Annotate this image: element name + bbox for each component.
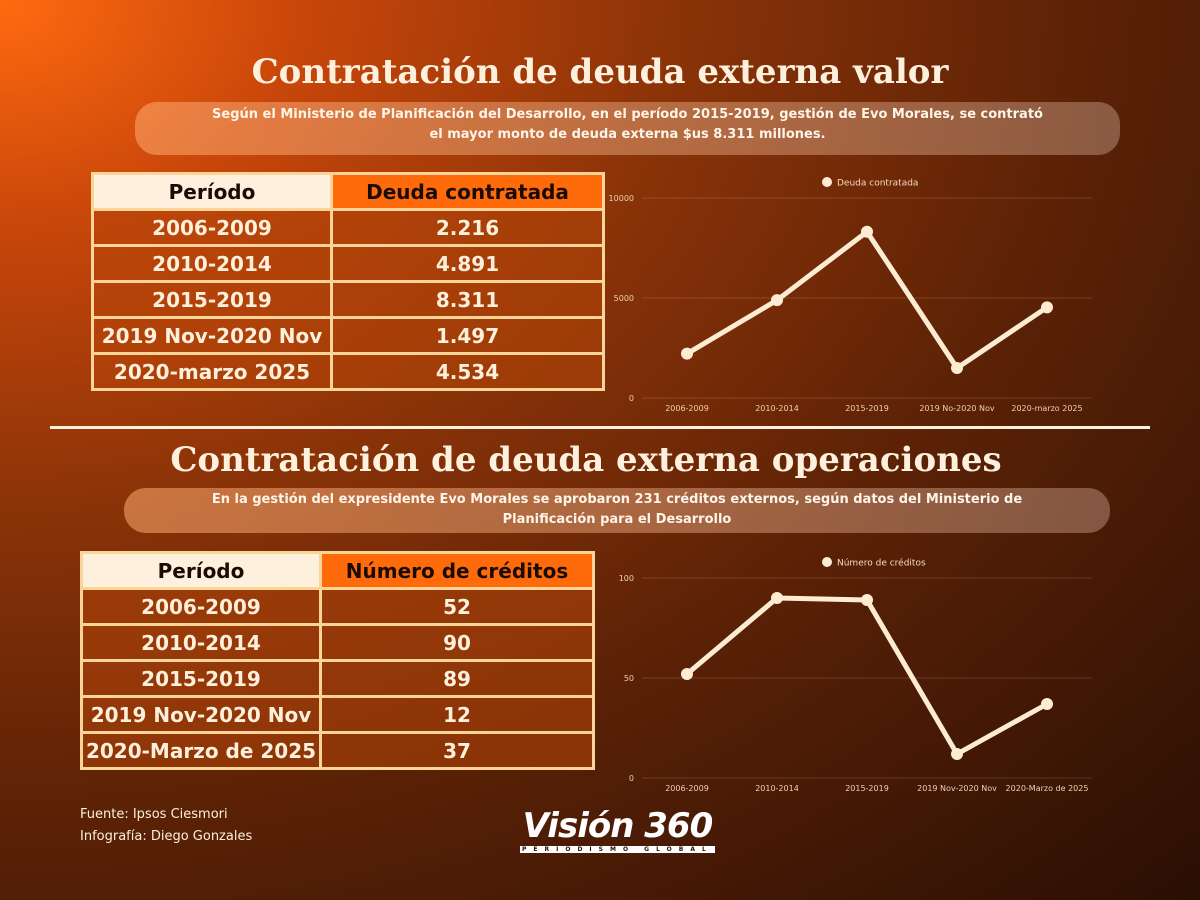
x-tick-label: 2019 No-2020 Nov: [919, 404, 995, 413]
footer-credits: Fuente: Ipsos Ciesmori Infografía: Diego…: [80, 804, 252, 848]
x-tick-label: 2019 Nov-2020 Nov: [917, 784, 997, 793]
header-creditos: Número de créditos: [319, 551, 595, 590]
creditos-table: Período Número de créditos 2006-2009 52 2…: [80, 551, 595, 770]
y-tick-label: 0: [629, 774, 634, 783]
header-periodo: Período: [80, 551, 322, 590]
section2-subtitle-line1: En la gestión del expresidente Evo Moral…: [211, 492, 1023, 507]
cell-value: 4.534: [330, 352, 605, 391]
cell-value: 37: [319, 731, 595, 770]
cell-value: 89: [319, 659, 595, 698]
cell-periodo: 2006-2009: [91, 208, 333, 247]
y-tick-label: 100: [619, 574, 634, 583]
header-deuda: Deuda contratada: [330, 172, 605, 211]
table-row: 2006-2009 2.216: [91, 208, 605, 247]
deuda-line-chart: Deuda contratada 0 5000 10000 2006-2009 2010-…: [609, 177, 1092, 413]
header-periodo: Período: [91, 172, 333, 211]
section2-subtitle-line2: Planificación para el Desarrollo: [502, 512, 732, 527]
y-tick-label: 10000: [609, 194, 634, 203]
creditos-line-chart: Número de créditos 0 50 100 2006-2009 2010-20…: [619, 557, 1092, 793]
x-tick-label: 2006-2009: [665, 404, 709, 413]
cell-value: 8.311: [330, 280, 605, 319]
table-row: 2020-Marzo de 2025 37: [80, 731, 595, 770]
section1-title: Contratación de deuda externa valor: [251, 52, 949, 92]
x-tick-label: 2010-2014: [755, 784, 799, 793]
cell-periodo: 2019 Nov-2020 Nov: [91, 316, 333, 355]
credit-text: Infografía: Diego Gonzales: [80, 829, 253, 844]
section2-title: Contratación de deuda externa operacione…: [170, 440, 1002, 480]
data-point: [681, 668, 693, 680]
legend-marker: [822, 557, 832, 567]
section2-subtitle: En la gestión del expresidente Evo Moral…: [124, 488, 1110, 533]
table-header-row: Período Deuda contratada: [91, 172, 605, 211]
x-tick-label: 2010-2014: [755, 404, 799, 413]
cell-value: 12: [319, 695, 595, 734]
data-point: [1041, 301, 1053, 314]
logo: Visión 360 PERIODISMO GLOBAL: [520, 806, 715, 853]
x-tick-label: 2020-marzo 2025: [1011, 404, 1082, 413]
x-tick-label: 2006-2009: [665, 784, 709, 793]
series-line: [684, 595, 1050, 757]
cell-value: 1.497: [330, 316, 605, 355]
x-tick-label: 2015-2019: [845, 784, 889, 793]
y-tick-label: 50: [624, 674, 634, 683]
table-row: 2019 Nov-2020 Nov 12: [80, 695, 595, 734]
x-tick-label: 2015-2019: [845, 404, 889, 413]
legend-marker: [822, 177, 832, 187]
table-row: 2010-2014 90: [80, 623, 595, 662]
legend-label: Número de créditos: [837, 558, 926, 569]
cell-periodo: 2015-2019: [91, 280, 333, 319]
data-point: [1041, 698, 1053, 710]
cell-periodo: 2010-2014: [80, 623, 322, 662]
x-tick-label: 2020-Marzo de 2025: [1006, 784, 1089, 793]
cell-value: 90: [319, 623, 595, 662]
section1-subtitle-line2: el mayor monto de deuda externa $us 8.31…: [429, 127, 826, 142]
data-point: [951, 362, 963, 375]
cell-periodo: 2019 Nov-2020 Nov: [80, 695, 322, 734]
cell-periodo: 2015-2019: [80, 659, 322, 698]
cell-value: 52: [319, 587, 595, 626]
table-row: 2015-2019 8.311: [91, 280, 605, 319]
source-text: Fuente: Ipsos Ciesmori: [80, 807, 228, 822]
y-tick-label: 0: [629, 394, 634, 403]
data-point: [681, 347, 693, 360]
cell-periodo: 2010-2014: [91, 244, 333, 283]
section1-subtitle-line1: Según el Ministerio de Planificación del…: [212, 107, 1043, 122]
section1-subtitle: Según el Ministerio de Planificación del…: [135, 102, 1120, 155]
section-divider: [50, 426, 1150, 429]
logo-text: Visión 360: [522, 806, 714, 846]
series-line: [684, 229, 1050, 371]
data-point: [771, 294, 783, 307]
cell-periodo: 2006-2009: [80, 587, 322, 626]
deuda-table: Período Deuda contratada 2006-2009 2.216 …: [91, 172, 605, 391]
table-row: 2010-2014 4.891: [91, 244, 605, 283]
data-point: [861, 225, 873, 238]
data-point: [951, 748, 963, 760]
table-row: 2006-2009 52: [80, 587, 595, 626]
table-header-row: Período Número de créditos: [80, 551, 595, 590]
data-point: [771, 592, 783, 604]
data-point: [861, 594, 873, 606]
legend-label: Deuda contratada: [837, 179, 918, 189]
table-row: 2019 Nov-2020 Nov 1.497: [91, 316, 605, 355]
table-row: 2015-2019 89: [80, 659, 595, 698]
table-row: 2020-marzo 2025 4.534: [91, 352, 605, 391]
cell-periodo: 2020-marzo 2025: [91, 352, 333, 391]
cell-value: 2.216: [330, 208, 605, 247]
y-tick-label: 5000: [614, 294, 634, 303]
cell-value: 4.891: [330, 244, 605, 283]
logo-tagline: PERIODISMO GLOBAL: [520, 846, 715, 853]
cell-periodo: 2020-Marzo de 2025: [80, 731, 322, 770]
